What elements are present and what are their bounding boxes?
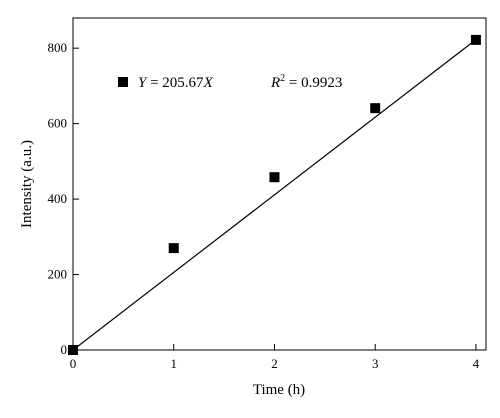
y-tick-label: 400	[48, 191, 68, 206]
legend: Y = 205.67X R2 = 0.9923	[118, 73, 342, 91]
y-tick-label: 800	[48, 40, 68, 55]
x-axis-label: Time (h)	[253, 382, 305, 398]
x-tick-label: 2	[271, 356, 278, 371]
data-point	[168, 243, 179, 254]
fit-line-group	[72, 39, 477, 351]
x-tick-label: 4	[473, 356, 480, 371]
y-tick-label: 200	[48, 267, 68, 282]
r-squared-symbol: R	[270, 75, 280, 91]
data-point	[470, 34, 481, 45]
data-point	[370, 103, 381, 114]
fit-line	[72, 39, 477, 351]
legend-marker	[118, 77, 128, 87]
plot-frame	[72, 17, 487, 351]
y-axis-label: Intensity (a.u.)	[19, 140, 35, 228]
equation-coefficient: = 205.67	[146, 75, 204, 91]
axis-ticks: 0 1 2 3 4 0 200 400 600 800	[48, 40, 480, 371]
legend-equation: Y = 205.67X	[138, 75, 214, 91]
equation-y-var: Y	[138, 75, 148, 91]
x-tick-label: 3	[372, 356, 379, 371]
data-point	[68, 345, 78, 355]
r-squared-value: = 0.9923	[285, 75, 342, 91]
x-tick-label: 0	[70, 356, 77, 371]
legend-r-squared: R2 = 0.9923	[270, 73, 342, 91]
y-tick-label: 0	[61, 342, 68, 357]
x-tick-label: 1	[170, 356, 177, 371]
r-squared-exponent: 2	[280, 73, 285, 84]
equation-x-var: X	[203, 75, 214, 91]
data-points	[68, 34, 481, 355]
data-point	[269, 172, 280, 183]
y-tick-label: 600	[48, 116, 68, 131]
